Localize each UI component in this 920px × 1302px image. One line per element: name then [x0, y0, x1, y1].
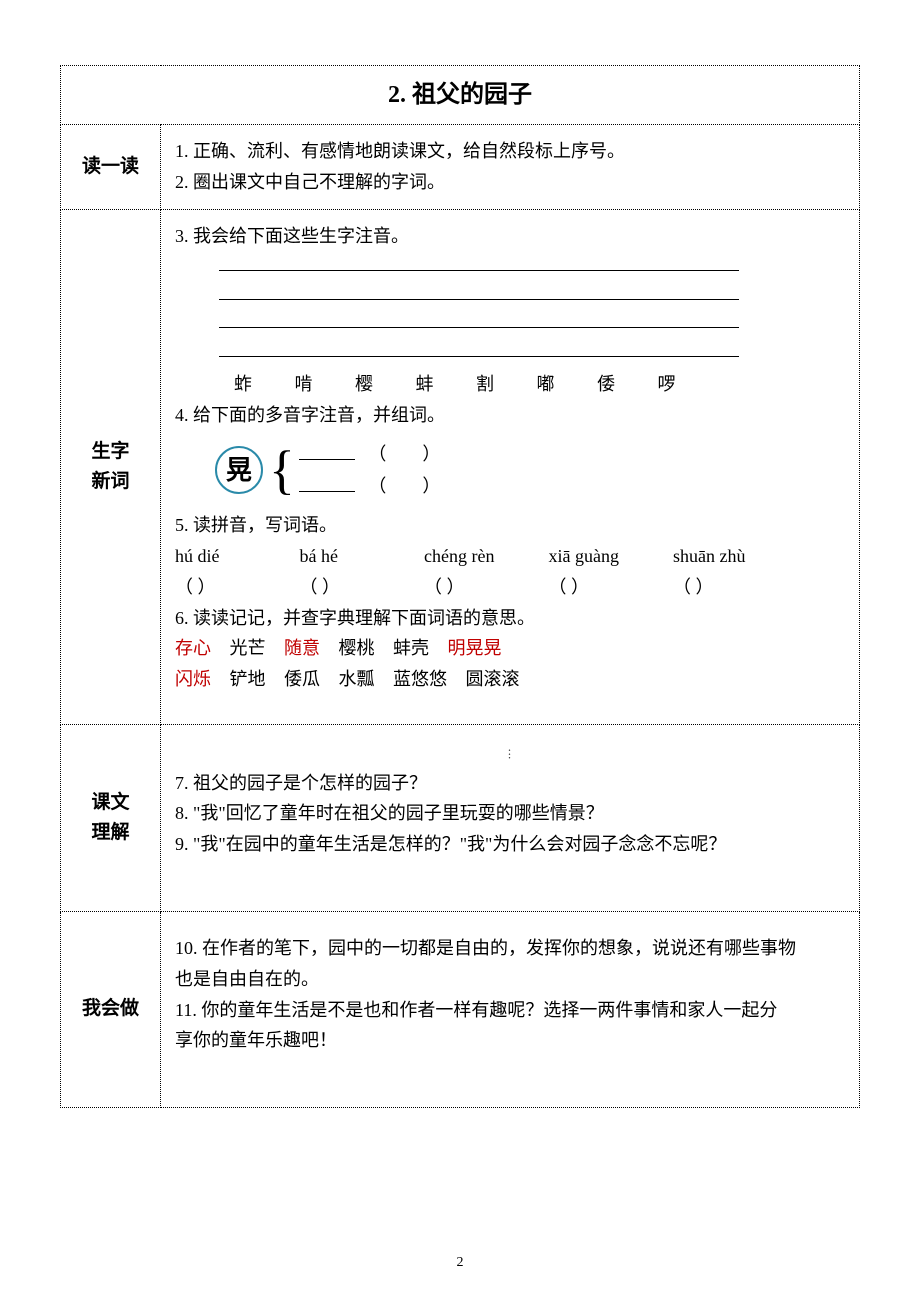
item-11-line2: 享你的童年乐趣吧！	[175, 1026, 845, 1055]
char-4: 蚌	[397, 370, 453, 399]
pinyin-3: chéng rèn	[424, 542, 544, 571]
item-11-line1: 11. 你的童年生活是不是也和作者一样有趣呢？选择一两件事情和家人一起分	[175, 996, 845, 1025]
brace-icon: {	[269, 443, 295, 497]
page-marks: ︙	[175, 745, 845, 767]
item-2: 2. 圈出课文中自己不理解的字词。	[175, 168, 845, 197]
answer-paren-row: （ ） （ ） （ ） （ ） （ ）	[175, 573, 845, 602]
section-label-read: 读一读	[61, 125, 161, 210]
paren-close-1: ）	[422, 444, 440, 464]
word-row-1: 存心 光芒 随意 樱桃 蚌壳 明晃晃	[175, 634, 845, 663]
item-1: 1. 正确、流利、有感情地朗读课文，给自然段标上序号。	[175, 137, 845, 166]
vocab-label-2: 新词	[75, 467, 146, 497]
char-6: 嘟	[518, 370, 574, 399]
section-vocab-content: 3. 我会给下面这些生字注音。 蚱 啃 樱 蚌 割 嘟 倭 啰 4. 给下面的多…	[161, 209, 860, 724]
comp-label-1: 课文	[75, 788, 146, 818]
word-10: 水瓢	[339, 665, 375, 694]
char-list: 蚱 啃 樱 蚌 割 嘟 倭 啰	[215, 370, 845, 399]
word-5: 蚌壳	[393, 634, 429, 663]
paren-close-2: ）	[422, 476, 440, 496]
pinyin-1: hú dié	[175, 542, 295, 571]
section-read-content: 1. 正确、流利、有感情地朗读课文，给自然段标上序号。 2. 圈出课文中自己不理…	[161, 125, 860, 210]
char-1: 蚱	[215, 370, 271, 399]
section-do: 我会做 10. 在作者的笔下，园中的一切都是自由的，发挥你的想象，说说还有哪些事…	[61, 911, 860, 1107]
char-8: 啰	[639, 370, 695, 399]
item-7: 7. 祖父的园子是个怎样的园子？	[175, 769, 845, 798]
poly-option-1: （ ）	[299, 440, 441, 469]
poly-option-2: （ ）	[299, 472, 441, 501]
answer-blank-3: （ ）	[424, 573, 544, 602]
word-4: 樱桃	[339, 634, 375, 663]
item-6: 6. 读读记记，并查字典理解下面词语的意思。	[175, 604, 845, 633]
section-label-vocab: 生字 新词	[61, 209, 161, 724]
item-5: 5. 读拼音，写词语。	[175, 511, 845, 540]
pinyin-row: hú dié bá hé chéng rèn xiā guàng shuān z…	[175, 542, 845, 571]
pinyin-2: bá hé	[300, 542, 420, 571]
comp-label-2: 理解	[75, 818, 146, 848]
word-9: 倭瓜	[284, 665, 320, 694]
word-3: 随意	[284, 634, 320, 663]
blank-line-3	[219, 327, 739, 328]
item-10-line2: 也是自由自在的。	[175, 965, 845, 994]
answer-blank-4: （ ）	[549, 573, 669, 602]
item-3: 3. 我会给下面这些生字注音。	[175, 222, 845, 251]
section-do-content: 10. 在作者的笔下，园中的一切都是自由的，发挥你的想象，说说还有哪些事物 也是…	[161, 911, 860, 1107]
blank-line-4	[219, 356, 739, 357]
answer-blank-2: （ ）	[300, 573, 420, 602]
word-12: 圆滚滚	[466, 665, 520, 694]
section-label-comprehension: 课文 理解	[61, 724, 161, 911]
page-wrap: 2. 祖父的园子 读一读 1. 正确、流利、有感情地朗读课文，给自然段标上序号。…	[0, 0, 920, 1148]
answer-blank-1: （ ）	[175, 573, 295, 602]
pinyin-4: xiā guàng	[549, 542, 669, 571]
brace-options: （ ） （ ）	[299, 436, 441, 506]
item-9: 9. "我"在园中的童年生活是怎样的？"我"为什么会对园子念念不忘呢？	[175, 830, 845, 859]
char-2: 啃	[276, 370, 332, 399]
worksheet-table: 2. 祖父的园子 读一读 1. 正确、流利、有感情地朗读课文，给自然段标上序号。…	[60, 65, 860, 1108]
page-title: 2. 祖父的园子	[61, 66, 860, 125]
circled-char: 晃	[215, 446, 263, 494]
polyphonic-block: 晃 { （ ） （ ）	[215, 436, 845, 506]
item-10-line1: 10. 在作者的笔下，园中的一切都是自由的，发挥你的想象，说说还有哪些事物	[175, 934, 845, 963]
char-5: 割	[457, 370, 513, 399]
answer-blank-5: （ ）	[673, 573, 793, 602]
item-4: 4. 给下面的多音字注音，并组词。	[175, 401, 845, 430]
section-vocab: 生字 新词 3. 我会给下面这些生字注音。 蚱 啃 樱 蚌 割 嘟 倭 啰 4.…	[61, 209, 860, 724]
section-read: 读一读 1. 正确、流利、有感情地朗读课文，给自然段标上序号。 2. 圈出课文中…	[61, 125, 860, 210]
item-8: 8. "我"回忆了童年时在祖父的园子里玩耍的哪些情景？	[175, 799, 845, 828]
word-7: 闪烁	[175, 665, 211, 694]
word-2: 光芒	[230, 634, 266, 663]
paren-open-2: （	[368, 476, 386, 496]
section-label-do: 我会做	[61, 911, 161, 1107]
section-comprehension: 课文 理解 ︙ 7. 祖父的园子是个怎样的园子？ 8. "我"回忆了童年时在祖父…	[61, 724, 860, 911]
blank-line-2	[219, 299, 739, 300]
blank-pinyin-2	[299, 474, 355, 492]
blank-pinyin-1	[299, 442, 355, 460]
char-3: 樱	[336, 370, 392, 399]
title-row: 2. 祖父的园子	[61, 66, 860, 125]
pinyin-5: shuān zhù	[673, 542, 793, 571]
word-11: 蓝悠悠	[393, 665, 447, 694]
word-row-2: 闪烁 铲地 倭瓜 水瓢 蓝悠悠 圆滚滚	[175, 665, 845, 694]
word-8: 铲地	[230, 665, 266, 694]
word-6: 明晃晃	[448, 634, 502, 663]
vocab-label-1: 生字	[75, 437, 146, 467]
blank-line-1	[219, 270, 739, 271]
page-number: 2	[0, 1252, 920, 1274]
paren-open-1: （	[368, 444, 386, 464]
section-comprehension-content: ︙ 7. 祖父的园子是个怎样的园子？ 8. "我"回忆了童年时在祖父的园子里玩耍…	[161, 724, 860, 911]
word-1: 存心	[175, 634, 211, 663]
char-7: 倭	[578, 370, 634, 399]
